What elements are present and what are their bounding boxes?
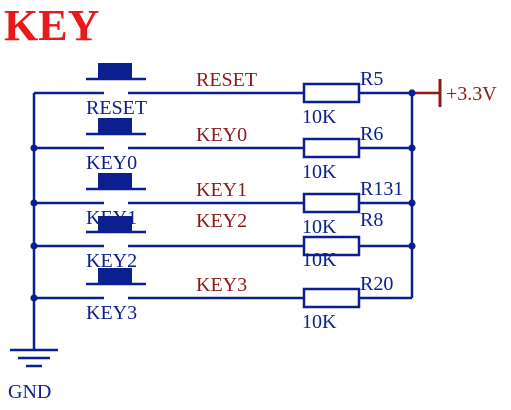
junction-dot: [30, 199, 38, 207]
resistor-body: [302, 137, 361, 159]
net-label: RESET: [196, 69, 257, 91]
switch-row: RESET RESET R5 10K: [34, 63, 412, 128]
resistor-label: R131: [360, 178, 403, 200]
net-label: KEY2: [196, 210, 247, 232]
net-label: KEY1: [196, 179, 247, 201]
resistor-value: 10K: [302, 161, 337, 183]
ground-icon: [10, 348, 58, 368]
resistor-value: 10K: [302, 311, 337, 333]
switch-label: RESET: [86, 97, 147, 119]
resistor-body: [302, 192, 361, 214]
switch-row: KEY1KEY1R13110K: [34, 173, 412, 238]
junction-dots: [30, 89, 416, 302]
switch-label: KEY3: [86, 302, 137, 324]
junction-dot: [408, 242, 416, 250]
power-label: +3.3V: [446, 83, 497, 105]
switch-cap-icon: [98, 118, 132, 134]
resistor-body: [302, 82, 361, 104]
net-label: KEY3: [196, 274, 247, 296]
switch-row: KEY0 KEY0 R6 10K: [34, 118, 412, 183]
resistor-label: R5: [360, 68, 383, 90]
junction-dot: [30, 144, 38, 152]
resistor-value: 10K: [302, 216, 337, 238]
diagram-title: KEY: [4, 1, 99, 50]
junction-dot: [408, 89, 416, 97]
switch-row: KEY2 KEY2 R8 10K: [34, 209, 412, 272]
junction-dot: [408, 144, 416, 152]
switch-row: KEY3 KEY3 R20 10K: [34, 268, 412, 333]
resistor-value: 10K: [302, 249, 337, 271]
junction-dot: [30, 242, 38, 250]
resistor-label: R20: [360, 273, 393, 295]
switch-cap-icon: [98, 173, 132, 189]
net-label: KEY0: [196, 124, 247, 146]
switch-rows: RESETRESETR510KKEY0KEY0R610KKEY1KEY1R131…: [34, 63, 412, 333]
junction-dot: [30, 294, 38, 302]
resistor-label: R8: [360, 209, 383, 231]
ground-label: GND: [8, 381, 51, 403]
resistor-body: [302, 287, 361, 309]
resistor-value: 10K: [302, 106, 337, 128]
switch-label: KEY0: [86, 152, 137, 174]
resistor-label: R6: [360, 123, 383, 145]
power-icon: [412, 79, 442, 107]
switch-cap-icon: [98, 63, 132, 79]
switch-cap-icon: [98, 268, 132, 284]
switch-label: KEY2: [86, 250, 137, 272]
switch-cap-icon: [98, 216, 132, 232]
junction-dot: [408, 199, 416, 207]
